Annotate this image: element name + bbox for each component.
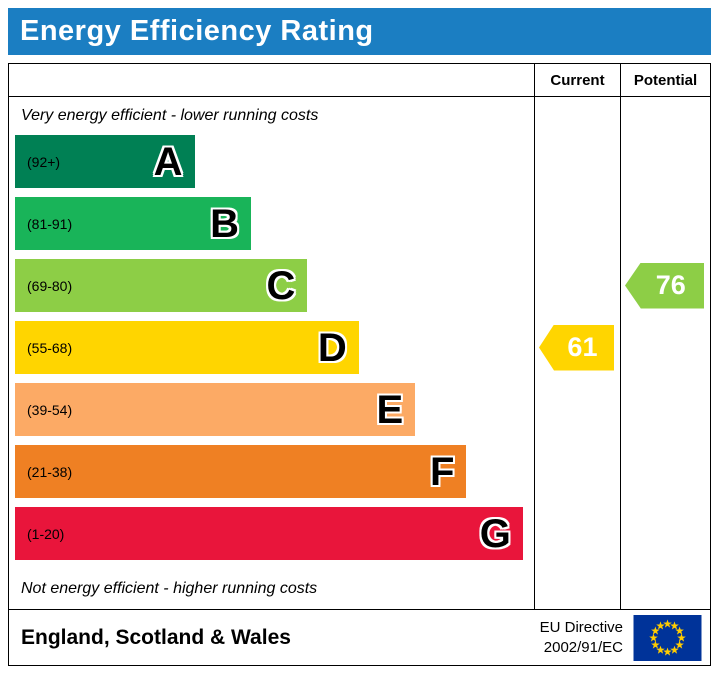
band-row-c: (69-80) C: [15, 259, 528, 321]
band-g-range: (1-20): [27, 525, 65, 542]
band-row-d: (55-68) D: [15, 321, 528, 383]
potential-rating-arrow: 76: [625, 262, 704, 309]
band-row-b: (81-91) B: [15, 197, 528, 259]
band-b-letter: B: [210, 201, 239, 246]
eu-directive: EU Directive 2002/91/EC: [540, 614, 702, 661]
band-a-bar: (92+) A: [15, 135, 195, 188]
bands-column-body: Very energy efficient - lower running co…: [9, 97, 534, 609]
eu-directive-line2: 2002/91/EC: [543, 638, 623, 656]
page-title: Energy Efficiency Rating: [20, 15, 374, 47]
title-banner: Energy Efficiency Rating: [8, 8, 711, 55]
eu-directive-text: EU Directive 2002/91/EC: [540, 618, 623, 657]
band-f-bar: (21-38) F: [15, 445, 467, 498]
bands-column-header: [9, 64, 534, 97]
band-b-range: (81-91): [27, 215, 73, 232]
band-row-e: (39-54) E: [15, 383, 528, 445]
top-note: Very energy efficient - lower running co…: [21, 107, 319, 124]
current-column: Current 61: [534, 64, 620, 609]
band-d-bar: (55-68) D: [15, 321, 359, 374]
bottom-note: Not energy efficient - higher running co…: [21, 580, 318, 597]
band-e-letter: E: [376, 387, 404, 432]
band-d-range: (55-68): [27, 339, 73, 356]
eu-flag-icon: [633, 614, 702, 661]
band-row-a: (92+) A: [15, 135, 528, 197]
band-a-letter: A: [153, 139, 183, 184]
band-c-bar: (69-80) C: [15, 259, 308, 312]
band-g-letter: G: [479, 511, 511, 556]
band-c-letter: C: [266, 263, 296, 308]
band-c-range: (69-80): [27, 277, 73, 294]
band-row-f: (21-38) F: [15, 445, 528, 507]
eu-directive-line1: EU Directive: [539, 619, 623, 636]
potential-column-body: 76: [621, 97, 710, 609]
band-d-letter: D: [317, 325, 347, 370]
current-rating-value: 61: [567, 332, 598, 362]
bands-column: Very energy efficient - lower running co…: [9, 64, 534, 609]
epc-chart: Very energy efficient - lower running co…: [9, 64, 710, 609]
footer: England, Scotland & Wales EU Directive 2…: [9, 609, 710, 665]
band-e-range: (39-54): [27, 401, 73, 418]
potential-rating-value: 76: [655, 270, 686, 300]
current-rating-arrow: 61: [539, 324, 614, 371]
current-column-body: 61: [535, 97, 620, 609]
current-column-header: Current: [535, 64, 620, 97]
potential-column: Potential 76: [620, 64, 710, 609]
band-f-letter: F: [430, 449, 455, 494]
band-b-bar: (81-91) B: [15, 197, 251, 250]
epc-chart-box: Very energy efficient - lower running co…: [8, 63, 711, 666]
band-f-range: (21-38): [27, 463, 73, 480]
potential-column-header: Potential: [621, 64, 710, 97]
band-e-bar: (39-54) E: [15, 383, 416, 436]
band-g-bar: (1-20) G: [15, 507, 523, 560]
bands-list: (92+) A (81-91) B (69-80: [9, 135, 534, 569]
band-a-range: (92+): [27, 153, 61, 170]
region-label: England, Scotland & Wales: [21, 625, 291, 649]
band-row-g: (1-20) G: [15, 507, 528, 569]
